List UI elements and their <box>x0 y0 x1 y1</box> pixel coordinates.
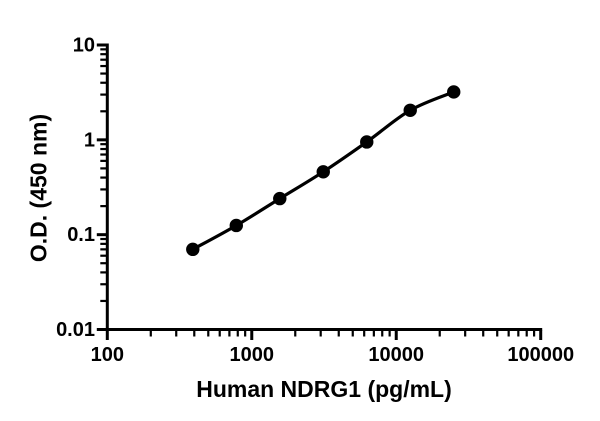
data-point <box>447 85 461 99</box>
y-tick-label: 10 <box>73 35 95 57</box>
y-tick-label: 0.1 <box>67 224 95 246</box>
x-tick-label: 10000 <box>368 344 424 366</box>
data-point <box>360 135 374 149</box>
data-point <box>186 242 200 257</box>
data-point <box>229 218 243 233</box>
data-point <box>273 191 287 206</box>
data-point <box>403 103 417 117</box>
x-tick-label: 1000 <box>230 344 275 366</box>
y-axis: 0.01 0.1 1 10 <box>56 35 109 341</box>
data-point <box>316 165 330 179</box>
x-tick-label: 100000 <box>507 344 574 366</box>
x-tick-label: 100 <box>91 344 124 366</box>
x-axis: 100 1000 10000 100000 <box>91 328 574 366</box>
y-tick-label: 0.01 <box>56 319 95 341</box>
x-axis-title: Human NDRG1 (pg/mL) <box>196 376 452 402</box>
y-tick-label: 1 <box>84 129 95 151</box>
series-group <box>186 85 461 257</box>
y-axis-title: O.D. (450 nm) <box>26 114 52 262</box>
